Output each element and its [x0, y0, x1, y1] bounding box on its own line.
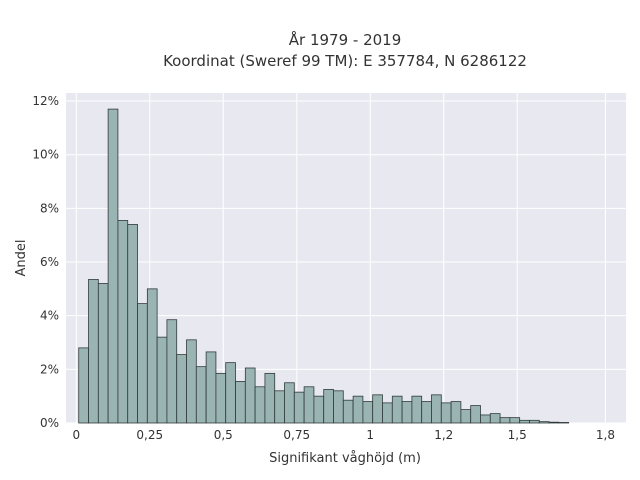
y-tick-label: 12%	[32, 94, 59, 108]
histogram-bar	[548, 421, 560, 424]
histogram-bar	[372, 394, 383, 424]
histogram-bar	[284, 382, 295, 424]
histogram-bar	[166, 319, 178, 424]
histogram-bar	[274, 390, 285, 424]
histogram-bar	[225, 362, 236, 424]
histogram-bar	[509, 417, 521, 424]
histogram-bar	[303, 386, 315, 424]
histogram-bar	[156, 336, 168, 424]
histogram-bar	[117, 220, 129, 424]
y-tick-label: 8%	[40, 201, 59, 215]
histogram-bar	[529, 419, 540, 424]
histogram-bar	[362, 401, 374, 424]
histogram-bar	[146, 288, 158, 424]
histogram-bar	[431, 394, 442, 424]
histogram-bar	[499, 417, 511, 424]
x-tick-label: 1,2	[434, 428, 453, 442]
histogram-bar	[195, 366, 207, 424]
histogram-bar	[137, 303, 148, 424]
x-axis-ticks: 0 0,25 0,5 0,75 1 1,2 1,5 1,8	[72, 428, 615, 442]
histogram-bar	[107, 108, 119, 424]
y-axis-ticks: 0% 2% 4% 6% 8% 10% 12%	[32, 94, 59, 430]
histogram-bar	[558, 422, 570, 424]
x-axis-label: Signifikant våghöjd (m)	[269, 451, 421, 466]
y-tick-label: 6%	[40, 255, 59, 269]
y-tick-label: 4%	[40, 309, 59, 323]
x-tick-label: 0,25	[136, 428, 163, 442]
histogram-bar	[264, 372, 276, 424]
y-axis-label: Andel	[14, 240, 29, 277]
histogram-bar	[470, 405, 481, 424]
histogram-bar	[186, 339, 197, 424]
histogram-bar	[489, 413, 501, 424]
histogram-bar	[382, 402, 393, 424]
y-tick-label: 10%	[32, 148, 59, 162]
chart-title-line-1: År 1979 - 2019	[289, 30, 402, 49]
x-tick-label: 0	[72, 428, 80, 442]
histogram-bar	[480, 414, 491, 424]
x-tick-label: 1,5	[508, 428, 527, 442]
histogram-bar	[127, 224, 138, 424]
histogram-bar	[440, 402, 452, 424]
histogram-bar	[97, 283, 109, 424]
x-tick-label: 0,75	[283, 428, 310, 442]
histogram-bar	[391, 395, 403, 424]
histogram-bar	[313, 395, 325, 424]
histogram-bar	[519, 419, 530, 424]
histogram-bar	[352, 395, 364, 424]
histogram-bar	[235, 381, 246, 424]
histogram-bar	[460, 409, 472, 424]
histogram-bar	[78, 347, 89, 424]
histogram-bar	[205, 351, 217, 424]
histogram-bar	[254, 386, 266, 424]
histogram-bar	[323, 389, 334, 424]
y-tick-label: 0%	[40, 416, 59, 430]
histogram-bar	[333, 390, 344, 424]
histogram-bar	[293, 391, 305, 424]
chart-title-line-2: Koordinat (Sweref 99 TM): E 357784, N 62…	[163, 52, 527, 70]
histogram-bar	[421, 401, 432, 424]
histogram-bar	[88, 279, 99, 424]
histogram-bar	[401, 401, 413, 424]
histogram-bar	[342, 399, 354, 424]
histogram-bar	[538, 421, 550, 424]
y-tick-label: 2%	[40, 362, 59, 376]
histogram-bar	[215, 372, 227, 424]
x-tick-label: 1	[366, 428, 374, 442]
x-tick-label: 0,5	[214, 428, 233, 442]
histogram-bar	[244, 367, 256, 424]
histogram-bar	[176, 354, 187, 424]
histogram-bars	[78, 108, 570, 424]
histogram-bar	[411, 395, 423, 424]
histogram-bar	[450, 401, 462, 424]
x-tick-label: 1,8	[596, 428, 615, 442]
